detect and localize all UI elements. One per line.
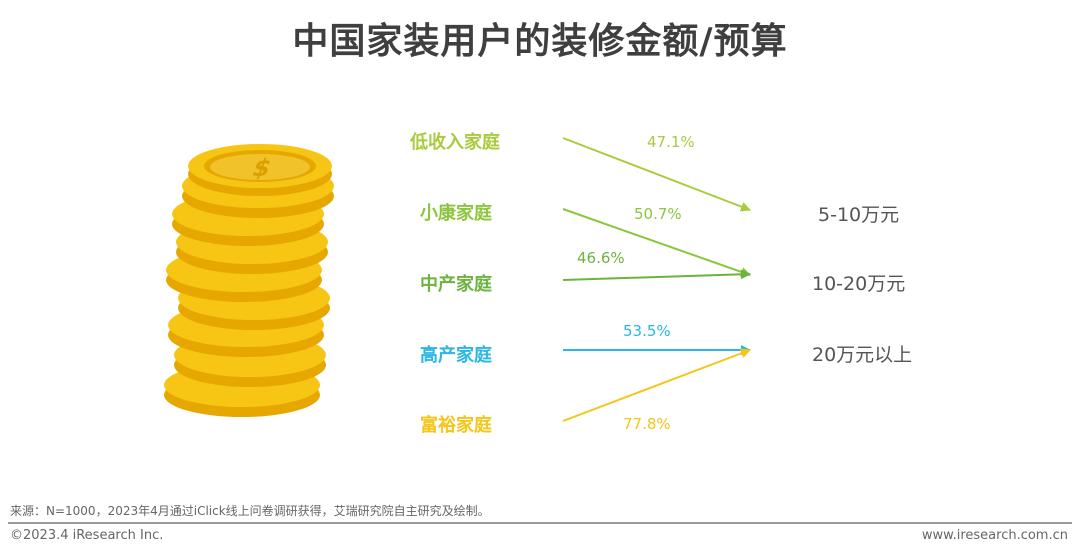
arrow-low-income [562,137,751,212]
household-label-low-income: 低收入家庭 [410,132,500,153]
copyright: ©2023.4 iResearch Inc. [10,528,164,543]
household-label-xiaokang: 小康家庭 [420,203,492,224]
household-label-wealthy: 富裕家庭 [420,415,492,436]
household-label-middle: 中产家庭 [420,274,492,295]
pct-high: 53.5% [623,322,671,340]
budget-5-10: 5-10万元 [818,204,900,226]
arrow-xiaokang [562,208,751,277]
pct-low-income: 47.1% [647,133,695,151]
footer-divider [8,522,1072,524]
budget-10-20: 10-20万元 [812,273,906,295]
pct-xiaokang: 50.7% [634,205,682,223]
budget-20-plus: 20万元以上 [812,344,913,366]
household-label-high: 高产家庭 [420,345,492,366]
page-title: 中国家装用户的装修金额/预算 [292,21,788,62]
coin-stack-icon: $ [164,144,334,417]
pct-wealthy: 77.8% [623,415,671,433]
arrow-wealthy [562,348,751,422]
arrow-middle [562,269,751,281]
source-note: 来源：N=1000，2023年4月通过iClick线上问卷调研获得，艾瑞研究院自… [10,504,490,518]
pct-middle: 46.6% [577,249,625,267]
website-link[interactable]: www.iresearch.com.cn [921,528,1068,543]
